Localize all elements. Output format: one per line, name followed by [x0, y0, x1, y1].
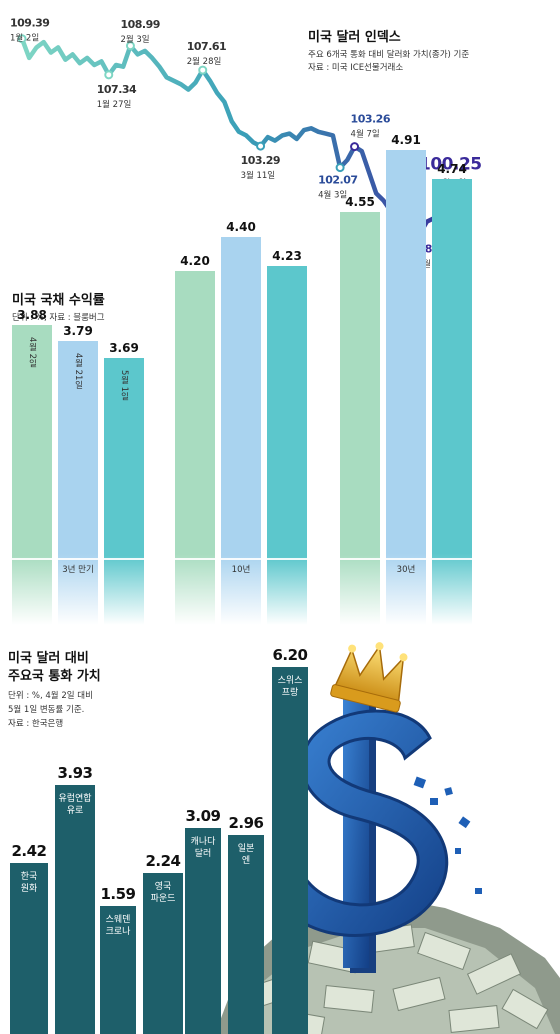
- currency-bar-label-line: 스위스: [277, 675, 303, 686]
- dollar-index-line-chart: 109.39 1월 2일 107.34 1월 27일 108.99 2월 3일 107.61…: [10, 17, 482, 270]
- treasury-bar-value: 3.88: [17, 308, 47, 323]
- currency-bar-label: 유럽연합 유로: [55, 793, 95, 817]
- currency-bar-label: 한국 원화: [10, 871, 48, 895]
- treasury-subtitle: 단위 : %, 자료 : 블룸버그: [12, 313, 105, 323]
- dollar-index-point-value: 107.61: [187, 40, 226, 53]
- dollar-index-point-date: 4월 7일: [351, 129, 380, 140]
- currency-title-line2: 주요국 통화 가치: [8, 669, 101, 684]
- currency-bar-label: 일본 엔: [228, 843, 264, 867]
- treasury-bar: [340, 211, 380, 625]
- treasury-title: 미국 국채 수익률: [12, 293, 105, 308]
- treasury-bar: [221, 237, 261, 625]
- dollar-index-point-date: 2월 28일: [187, 56, 222, 67]
- dollar-index-point-value: 102.07: [318, 174, 357, 187]
- treasury-bar-value: 3.69: [109, 340, 139, 355]
- dollar-index-point-value: 108.99: [120, 18, 159, 31]
- currency-bar-label: 스웨덴 크로나: [100, 914, 136, 938]
- currency-bar-label-line: 유로: [66, 805, 84, 816]
- currency-bar: [185, 828, 221, 1034]
- treasury-category-label: 10년: [231, 565, 251, 575]
- dollar-index-source: 자료 : 미국 ICE선물거래소: [308, 63, 404, 73]
- currency-basis: 5월 1일 변동률 기준.: [8, 705, 85, 715]
- currency-bar: [100, 906, 136, 1034]
- currency-bar: [272, 666, 308, 1034]
- dollar-index-point: [125, 41, 135, 51]
- treasury-series-label: 5월 1일: [119, 369, 129, 401]
- treasury-bar-chart: 3.88 4월 2일 3.79 4월 21일 3.69 5월 1일 3년 만기 4.20 4.4…: [0, 133, 560, 650]
- dollar-index-point-value: 100.25: [419, 155, 482, 175]
- currency-title-line1: 미국 달러 대비: [8, 651, 89, 666]
- treasury-bar: [104, 357, 144, 625]
- currency-bar-label-line: 엔: [241, 856, 251, 867]
- dollar-index-point-value: 103.26: [351, 113, 391, 126]
- currency-bar-label-line: 스웨덴: [105, 915, 131, 926]
- treasury-bar: [175, 271, 215, 625]
- currency-bar-label-line: 영국: [154, 881, 172, 892]
- dollar-index-subtitle: 주요 6개국 통화 대비 달러화 가치(종가) 기준: [308, 50, 470, 60]
- currency-bar-chart: 2.42 한국 원화 3.93 유럽연합 유로 1.59 스웨덴 크로나 2.24 영국 파운드 3.0…: [0, 620, 560, 1034]
- dollar-index-point: [335, 163, 345, 173]
- currency-bar: [143, 872, 183, 1034]
- dollar-index-point: [256, 141, 266, 151]
- dollar-index-point: [104, 70, 114, 80]
- dollar-index-point-date: 1월 27일: [97, 99, 132, 110]
- dollar-index-point: [198, 65, 208, 75]
- dollar-index-point-value: 103.29: [241, 154, 280, 167]
- currency-bar-label-line: 일본: [237, 844, 255, 855]
- treasury-category-label: 30년: [396, 565, 416, 575]
- treasury-bar-value: 4.91: [391, 133, 421, 148]
- currency-bar-label-line: 유럽연합: [58, 793, 92, 804]
- treasury-series-label: 4월 21일: [73, 352, 83, 389]
- dollar-index-point-date: 1월 2일: [10, 33, 39, 44]
- treasury-bar: [12, 325, 52, 625]
- currency-bar-value: 6.20: [272, 645, 308, 664]
- currency-bar-label-line: 크로나: [105, 927, 131, 938]
- currency-bar-value: 2.24: [145, 851, 181, 870]
- currency-bar-label-line: 달러: [194, 849, 212, 860]
- treasury-series-label: 4월 2일: [27, 337, 37, 368]
- currency-bar-label-line: 파운드: [150, 893, 176, 904]
- currency-bar: [228, 835, 264, 1034]
- currency-source: 자료 : 한국은행: [8, 719, 64, 729]
- currency-bar-label-line: 프랑: [281, 687, 299, 698]
- currency-bar-value: 2.42: [11, 842, 47, 861]
- dollar-index-point-date: 4월 3일: [318, 190, 347, 201]
- currency-bar: [55, 784, 95, 1034]
- currency-bar-label-line: 한국: [20, 872, 38, 883]
- treasury-bar: [386, 150, 426, 625]
- dollar-index-point: [350, 142, 360, 152]
- dollar-index-point-date: 3월 11일: [241, 170, 276, 181]
- currency-bar: [10, 863, 48, 1034]
- currency-bar-label: 스위스 프랑: [272, 675, 308, 699]
- currency-bar-value: 1.59: [100, 885, 136, 904]
- currency-bar-label: 캐나다 달러: [185, 836, 221, 860]
- treasury-bar: [58, 340, 98, 625]
- dollar-index-title: 미국 달러 인덱스: [308, 30, 401, 45]
- currency-bar-label-line: 원화: [20, 884, 38, 895]
- treasury-bar-value: 4.55: [345, 194, 375, 209]
- crown-icon: [330, 642, 408, 713]
- treasury-bar-value: 3.79: [63, 323, 93, 338]
- dollar-index-point-value: 109.39: [10, 17, 49, 30]
- currency-bar-value: 3.09: [185, 807, 221, 826]
- currency-bar-value: 3.93: [57, 763, 93, 782]
- treasury-bar-value: 4.23: [272, 248, 302, 263]
- treasury-bar-value: 4.74: [437, 162, 467, 177]
- treasury-bar: [267, 265, 307, 625]
- dollar-index-point: [17, 34, 27, 44]
- treasury-category-label: 3년 만기: [62, 565, 94, 575]
- treasury-band-line: [0, 558, 560, 560]
- currency-bar-label: 영국 파운드: [143, 881, 183, 905]
- treasury-bar: [432, 179, 472, 625]
- treasury-bar-value: 4.20: [180, 254, 210, 268]
- currency-bar-value: 2.96: [228, 814, 264, 833]
- currency-bar-label-line: 캐나다: [190, 837, 216, 848]
- treasury-bar-value: 4.40: [226, 220, 256, 234]
- dollar-index-point-date: 2월 3일: [120, 34, 149, 45]
- dollar-index-point-value: 107.34: [97, 83, 137, 96]
- currency-unit: 단위 : %, 4월 2일 대비: [8, 691, 93, 701]
